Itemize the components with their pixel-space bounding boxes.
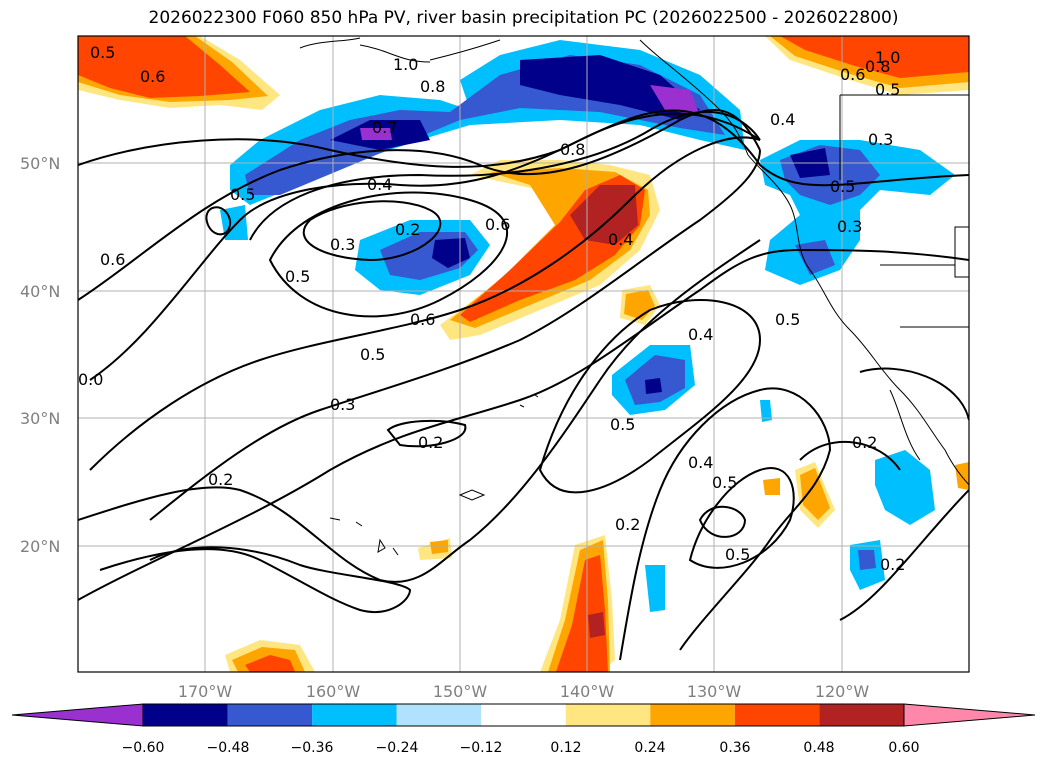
contour-label: 0.6: [410, 310, 435, 329]
contour-label: 0.7: [372, 118, 397, 137]
contour-label: 0.3: [837, 217, 862, 236]
colorbar-tick-label: 0.24: [634, 740, 665, 756]
latitude-labels: 50°N 40°N 30°N 20°N: [20, 154, 60, 556]
contour-label: 0.8: [560, 140, 585, 159]
contour-label: 0.5: [830, 177, 855, 196]
contour-label: 0.3: [330, 235, 355, 254]
map-title: 2026022300 F060 850 hPa PV, river basin …: [148, 8, 899, 28]
pv-contours: [78, 109, 969, 661]
contour-label: 0.5: [230, 185, 255, 204]
contour-label: 0.4: [770, 110, 795, 129]
colorbar-tick-label: −0.12: [460, 740, 503, 756]
colorbar-tick-label: −0.24: [376, 740, 419, 756]
colorbar-tick-label: 0.48: [803, 740, 834, 756]
contour-label: 0.3: [868, 130, 893, 149]
colorbar-segment: [819, 704, 904, 726]
lon-label: 140°W: [560, 682, 615, 701]
contour-label: 0.5: [875, 80, 900, 99]
contour-label: 0.0: [78, 370, 103, 389]
contour-label: 0.2: [395, 220, 420, 239]
lat-label: 50°N: [20, 154, 60, 173]
contour-label: 0.8: [865, 57, 890, 76]
lat-label: 30°N: [20, 409, 60, 428]
contour-label: 0.6: [100, 250, 125, 269]
contour-label: 0.2: [880, 555, 905, 574]
contour-label: 0.4: [688, 453, 713, 472]
lon-label: 130°W: [687, 682, 742, 701]
colorbar-segments: [11, 703, 1036, 727]
colorbar-extend-high: [903, 703, 1036, 727]
colorbar-tick-label: 0.36: [719, 740, 750, 756]
contour-label: 0.6: [840, 65, 865, 84]
colorbar-tick-label: 0.60: [888, 740, 919, 756]
contour-label: 0.2: [208, 470, 233, 489]
contour-label: 0.5: [90, 43, 115, 62]
contour-label: 0.2: [418, 433, 443, 452]
contour-label: 0.4: [367, 175, 392, 194]
colorbar-extend-low: [11, 703, 144, 727]
contour-label: 0.8: [420, 77, 445, 96]
colorbar-segment: [227, 704, 313, 726]
colorbar-segment: [734, 704, 820, 726]
colorbar-frame: [142, 703, 905, 727]
contour-label: 0.5: [360, 345, 385, 364]
colorbar-segment: [143, 704, 228, 726]
longitude-labels: 170°W 160°W 150°W 140°W 130°W 120°W: [178, 682, 870, 701]
colorbar-tick-label: −0.60: [122, 740, 165, 756]
map-background: [78, 36, 969, 672]
precipitation-shading: [78, 36, 969, 672]
contour-label: 0.2: [852, 433, 877, 452]
colorbar-segment: [312, 704, 397, 726]
lat-label: 20°N: [20, 537, 60, 556]
coastlines: [299, 37, 970, 556]
contour-label: 1.0: [393, 55, 418, 74]
colorbar-segment: [396, 704, 482, 726]
lon-label: 150°W: [433, 682, 488, 701]
colorbar-tick-label: 0.12: [550, 740, 581, 756]
contour-label: 0.6: [140, 67, 165, 86]
lon-label: 160°W: [306, 682, 361, 701]
contour-label: 0.2: [615, 515, 640, 534]
contour-labels: 0.5 0.6 1.0 0.8 0.7 0.4 0.8 0.3 0.2 0.6 …: [78, 43, 905, 574]
colorbar-segment: [650, 704, 735, 726]
lon-label: 170°W: [178, 682, 233, 701]
colorbar: −0.60 −0.48 −0.36 −0.24 −0.12 0.12 0.24 …: [11, 703, 1036, 756]
contour-label: 0.4: [608, 230, 633, 249]
contour-label: 0.6: [485, 215, 510, 234]
lon-label: 120°W: [815, 682, 870, 701]
colorbar-segment: [481, 704, 566, 726]
colorbar-tick-label: −0.36: [291, 740, 334, 756]
lat-label: 40°N: [20, 282, 60, 301]
contour-label: 0.3: [330, 395, 355, 414]
contour-label: 1.0: [875, 48, 900, 67]
colorbar-labels: −0.60 −0.48 −0.36 −0.24 −0.12 0.12 0.24 …: [122, 740, 920, 756]
contour-label: 0.5: [725, 545, 750, 564]
map-frame: [77, 35, 970, 673]
contour-label: 0.5: [285, 267, 310, 286]
contour-label: 0.5: [610, 415, 635, 434]
colorbar-tick-label: −0.48: [207, 740, 250, 756]
contour-label: 0.5: [775, 310, 800, 329]
colorbar-segment: [565, 704, 651, 726]
contour-label: 0.4: [688, 325, 713, 344]
contour-label: 0.5: [712, 473, 737, 492]
